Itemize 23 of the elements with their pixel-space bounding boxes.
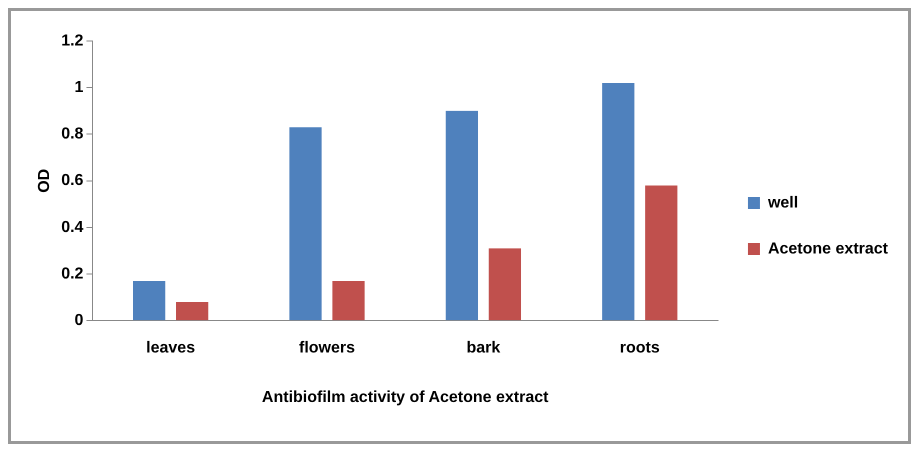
bar [176, 302, 208, 320]
bar [446, 110, 478, 320]
x-tick-label: flowers [299, 340, 356, 357]
y-tick-label: 0.8 [61, 126, 84, 143]
bar [332, 280, 365, 320]
bar [645, 185, 678, 320]
bar [133, 280, 166, 320]
x-tick-label: bark [466, 340, 500, 357]
y-tick-label: 1 [74, 79, 84, 96]
legend-label: Acetone extract [768, 240, 889, 258]
y-axis-title: OD [36, 168, 54, 193]
x-tick-label: roots [620, 340, 660, 357]
y-tick-label: 1.2 [61, 32, 84, 50]
y-tick-label: 0.6 [61, 172, 84, 190]
y-tick-label: 0 [74, 312, 84, 330]
bar [488, 248, 522, 320]
y-tick-label: 0.2 [61, 265, 84, 282]
legend-label: well [766, 194, 798, 212]
x-axis-title: Antibiofilm activity of Acetone extract [262, 388, 550, 406]
x-tick-label: leaves [146, 340, 196, 357]
bar [289, 127, 322, 320]
y-tick-label: 0.4 [61, 218, 84, 236]
bar [602, 82, 634, 320]
